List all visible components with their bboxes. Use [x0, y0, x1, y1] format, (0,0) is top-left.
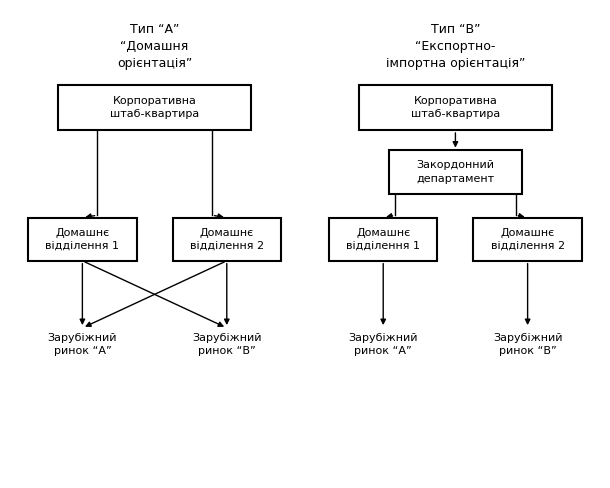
Text: Тип “А”
“Домашня
орієнтація”: Тип “А” “Домашня орієнтація” — [117, 23, 192, 70]
Text: Корпоративна
штаб-квартира: Корпоративна штаб-квартира — [110, 96, 199, 119]
Text: Зарубіжний
ринок “А”: Зарубіжний ринок “А” — [48, 333, 117, 356]
Text: Домашнє
відділення 1: Домашнє відділення 1 — [346, 227, 420, 251]
Text: Зарубіжний
ринок “В”: Зарубіжний ринок “В” — [493, 333, 562, 356]
FancyBboxPatch shape — [173, 218, 281, 261]
FancyBboxPatch shape — [59, 84, 251, 130]
Text: Корпоративна
штаб-квартира: Корпоративна штаб-квартира — [411, 96, 500, 119]
FancyBboxPatch shape — [329, 218, 437, 261]
Text: Тип “В”
“Експортно-
імпортна орієнтація”: Тип “В” “Експортно- імпортна орієнтація” — [386, 23, 525, 70]
FancyBboxPatch shape — [473, 218, 582, 261]
FancyBboxPatch shape — [389, 150, 522, 194]
FancyBboxPatch shape — [28, 218, 137, 261]
Text: Домашнє
відділення 1: Домашнє відділення 1 — [45, 227, 120, 251]
FancyBboxPatch shape — [359, 84, 551, 130]
Text: Закордонний
департамент: Закордонний департамент — [417, 161, 495, 183]
Text: Домашнє
відділення 2: Домашнє відділення 2 — [190, 227, 264, 251]
Text: Зарубіжний
ринок “А”: Зарубіжний ринок “А” — [348, 333, 418, 356]
Text: Зарубіжний
ринок “В”: Зарубіжний ринок “В” — [192, 333, 262, 356]
Text: Домашнє
відділення 2: Домашнє відділення 2 — [490, 227, 565, 251]
